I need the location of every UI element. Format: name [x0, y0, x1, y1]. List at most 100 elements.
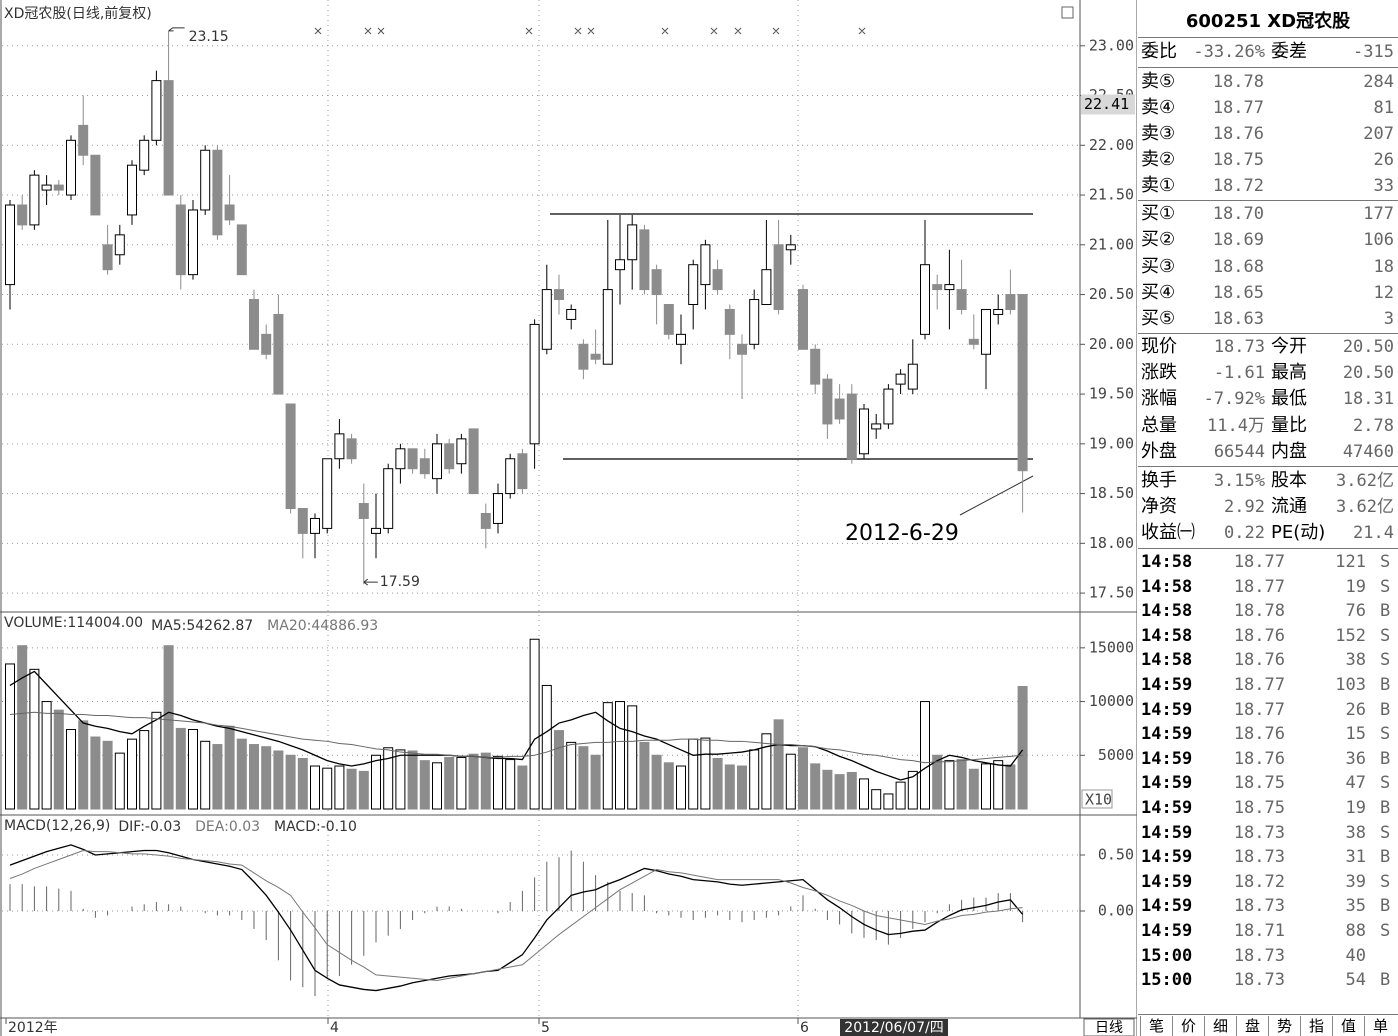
volume-bar: [981, 763, 991, 810]
field-label: 最高: [1271, 362, 1307, 384]
field-value: 3.15%: [1213, 471, 1265, 491]
volume-bar: [53, 709, 64, 810]
volume-bar: [224, 725, 235, 810]
window-button[interactable]: [1061, 6, 1074, 19]
volume-bar: [932, 754, 943, 810]
field-label: PE(动): [1271, 522, 1326, 543]
field-label: 卖⑤: [1141, 71, 1176, 92]
volume-bar: [444, 756, 455, 810]
y-tick-label: 10000: [1089, 692, 1134, 710]
candle-body: [127, 164, 137, 216]
field-value: 106: [1363, 230, 1394, 251]
volume-bar: [468, 753, 479, 810]
field-value: 66544: [1213, 441, 1265, 462]
period-tab[interactable]: [1083, 1018, 1135, 1036]
x-tick-label: 2012年: [8, 1020, 58, 1036]
field-label: 委差: [1271, 41, 1307, 62]
field-value: S: [1380, 822, 1391, 843]
field-value: 18.68: [1212, 256, 1264, 277]
field-value: 14:59: [1141, 748, 1193, 769]
x-tick-label: 4: [330, 1020, 339, 1036]
candle-body: [456, 438, 467, 465]
field-value: B: [1380, 847, 1391, 868]
volume-bar: [249, 744, 259, 810]
volume-bar: [297, 758, 308, 810]
volume-bar: [700, 737, 711, 810]
field-value: 18.76: [1212, 124, 1264, 144]
series-line: [9, 844, 1024, 992]
candle-body: [907, 363, 918, 390]
panel-tab[interactable]: 价: [1172, 1016, 1204, 1036]
separator: [1138, 333, 1398, 334]
panel-tab[interactable]: 盘: [1236, 1016, 1268, 1036]
volume-bar: [968, 768, 979, 810]
period-label[interactable]: 日线: [1095, 1020, 1123, 1036]
annotation: 23.15: [189, 29, 229, 45]
field-value: B: [1380, 675, 1391, 695]
volume-bar: [773, 719, 784, 810]
volume-bar: [322, 767, 333, 810]
panel-tab[interactable]: 细: [1204, 1016, 1236, 1036]
field-value: 18.70: [1212, 204, 1264, 224]
field-label: 买④: [1141, 281, 1176, 303]
panel-tab[interactable]: 单: [1364, 1016, 1396, 1036]
volume-bar: [688, 738, 699, 810]
candle-body: [663, 304, 674, 335]
candle-body: [1005, 294, 1016, 310]
field-value: -315: [1353, 42, 1394, 62]
field-value: 18.78: [1233, 601, 1285, 622]
volume-bar: [346, 768, 357, 810]
field-value: 38: [1345, 650, 1366, 671]
candle-body: [310, 517, 320, 534]
volume-bar: [907, 770, 918, 810]
candle-body: [651, 269, 662, 296]
field-value: S: [1380, 724, 1391, 745]
volume-bar: [798, 747, 808, 810]
volume-bar: [554, 730, 564, 810]
volume-bar: [371, 754, 381, 810]
panel-tab[interactable]: 值: [1332, 1016, 1364, 1036]
volume-bar: [529, 638, 540, 810]
volume-bar: [236, 738, 247, 810]
volume-title: VOLUME:114004.00: [4, 615, 143, 631]
field-label: 收益㈠: [1141, 522, 1195, 543]
candle-body: [285, 403, 296, 510]
note-pointer: [959, 475, 1034, 516]
volume-bar: [541, 684, 552, 810]
volume-bar: [432, 762, 442, 810]
volume-bar: [517, 765, 528, 810]
candle-body: [261, 333, 272, 355]
candle-body: [188, 209, 198, 276]
panel-tab[interactable]: 指: [1300, 1016, 1332, 1036]
candle-body: [334, 433, 345, 460]
candle-body: [944, 284, 955, 291]
kline-chart: 2012-6-29 XD冠农股(日线,前复权) VOLUME:114004.00…: [0, 0, 1137, 1036]
volume-bar: [41, 701, 52, 810]
y-tick-label: 20.50: [1089, 285, 1134, 303]
separator: [1138, 1014, 1398, 1015]
panel-tab[interactable]: 笔: [1140, 1016, 1172, 1036]
candle-body: [493, 493, 503, 524]
field-value: 76: [1345, 601, 1366, 622]
field-value: 15: [1345, 724, 1366, 745]
volume-bar: [285, 754, 296, 810]
candle-body: [688, 264, 699, 306]
candle-body: [419, 458, 430, 475]
candle-body: [968, 338, 979, 345]
candle-body: [175, 204, 186, 276]
field-value: 14:59: [1141, 847, 1193, 868]
field-value: 39: [1345, 871, 1366, 892]
candle-body: [822, 378, 833, 425]
candle-body: [90, 154, 101, 216]
field-value: 18.71: [1233, 921, 1285, 941]
field-label: 换手: [1141, 470, 1177, 491]
panel-tab[interactable]: 势: [1268, 1016, 1300, 1036]
cursor-date-box: [840, 1019, 948, 1036]
volume-bar: [663, 762, 674, 810]
note: 2012-6-29: [845, 521, 959, 546]
volume-bar: [139, 730, 150, 810]
x-tick-label: 5: [541, 1020, 550, 1036]
y-tick-label: 23.00: [1089, 36, 1134, 54]
volume-bar: [944, 760, 955, 810]
